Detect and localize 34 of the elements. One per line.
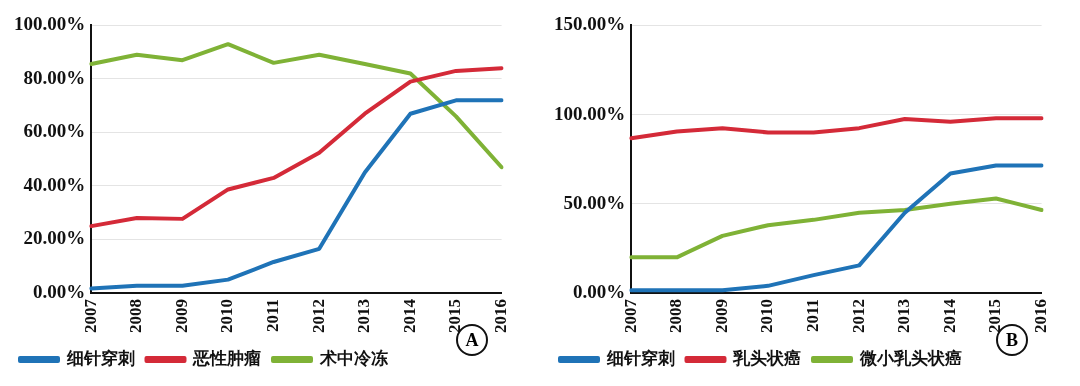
x-tick-label: 2014 — [939, 298, 959, 333]
x-tick-label: 2015 — [985, 299, 1005, 333]
legend-label: 术中冷冻 — [318, 348, 389, 368]
x-tick-label: 2011 — [803, 299, 823, 333]
x-tick-label: 2010 — [217, 299, 237, 333]
text: B — [1005, 329, 1018, 350]
legend-label: 乳头状癌 — [732, 348, 801, 368]
legend-label: 细针穿刺 — [605, 348, 675, 368]
x-tick-label: 2011 — [263, 299, 283, 333]
x-tick-label: 2012 — [308, 299, 328, 333]
x-tick-label: 2009 — [711, 299, 731, 333]
x-tick-label: 2009 — [171, 299, 191, 333]
x-tick-label: 2013 — [894, 299, 914, 333]
y-tick-label: 50.00% — [563, 191, 626, 213]
x-tick-label: 2008 — [666, 299, 686, 333]
x-tick-label: 2016 — [490, 299, 510, 333]
y-tick-label: 80.00% — [23, 66, 86, 88]
legend-label: 微小乳头状癌 — [858, 348, 962, 368]
y-tick-label: 40.00% — [23, 173, 86, 195]
x-tick-label: 2014 — [399, 298, 419, 333]
x-tick-label: 2008 — [126, 299, 146, 333]
x-tick-label: 2016 — [1030, 299, 1050, 333]
y-tick-label: 150.00% — [554, 13, 626, 35]
x-tick-label: 2013 — [354, 299, 374, 333]
x-tick-label: 2015 — [445, 299, 465, 333]
y-tick-label: 60.00% — [23, 120, 86, 142]
y-tick-label: 100.00% — [14, 13, 86, 35]
y-tick-label: 100.00% — [554, 102, 626, 124]
legend-label: 恶性肿瘤 — [192, 348, 261, 368]
x-tick-label: 2012 — [848, 299, 868, 333]
text: A — [465, 329, 479, 350]
x-tick-label: 2010 — [757, 299, 777, 333]
legend-label: 细针穿刺 — [65, 348, 135, 368]
y-tick-label: 20.00% — [23, 227, 86, 249]
